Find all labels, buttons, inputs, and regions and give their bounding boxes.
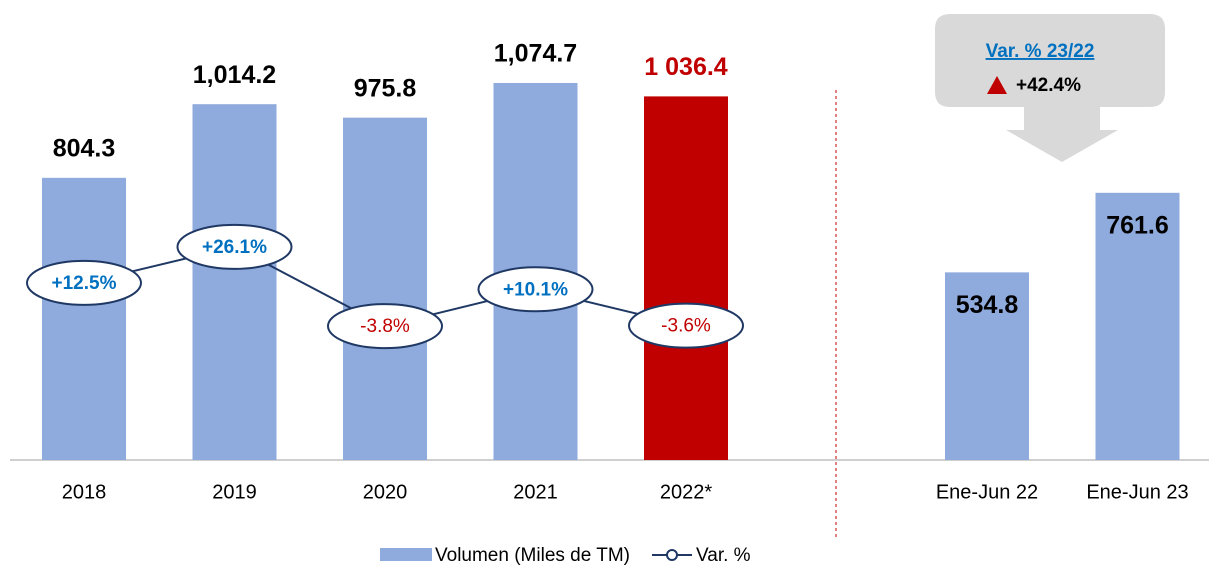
bar: [1095, 192, 1180, 460]
marker: [26, 259, 142, 306]
callout-box: [935, 14, 1165, 162]
x-tick-label: Ene-Jun 23: [1086, 481, 1188, 503]
callout-text: +42.4%: [1016, 75, 1081, 96]
data-label: +12.5%: [52, 273, 117, 294]
data-label: -3.6%: [661, 316, 711, 337]
legend-label: Var. %: [696, 545, 751, 566]
data-label: 1,014.2: [193, 61, 276, 89]
data-label: 761.6: [1106, 211, 1169, 239]
marker: [176, 223, 293, 270]
bar: [343, 117, 427, 460]
data-label: +10.1%: [503, 279, 568, 300]
data-label: 804.3: [53, 134, 116, 162]
x-tick-label: 2021: [513, 481, 558, 503]
marker: [327, 303, 443, 350]
bar: [192, 104, 277, 461]
legend-marker: [666, 549, 678, 561]
up-arrow: [987, 76, 1007, 94]
x-tick-label: 2019: [212, 481, 257, 503]
marker: [628, 302, 744, 349]
bar: [42, 177, 126, 460]
x-tick-label: 2018: [62, 481, 107, 503]
legend-label: Volumen (Miles de TM): [435, 545, 630, 566]
data-label: 1,074.7: [494, 40, 577, 68]
x-tick-label: Ene-Jun 22: [936, 481, 1038, 503]
x-tick-label: 2022*: [660, 481, 712, 503]
data-label: -3.8%: [360, 316, 410, 337]
bar: [644, 96, 728, 460]
x-tick-label: 2020: [363, 481, 408, 503]
callout-title: Var. % 23/22: [986, 41, 1095, 62]
data-label: 534.8: [956, 291, 1019, 319]
data-label: 1 036.4: [644, 53, 728, 81]
data-label: +26.1%: [202, 237, 267, 258]
legend-swatch: [380, 548, 432, 561]
bar: [945, 272, 1029, 460]
data-label: 975.8: [354, 74, 417, 102]
marker: [477, 266, 594, 313]
